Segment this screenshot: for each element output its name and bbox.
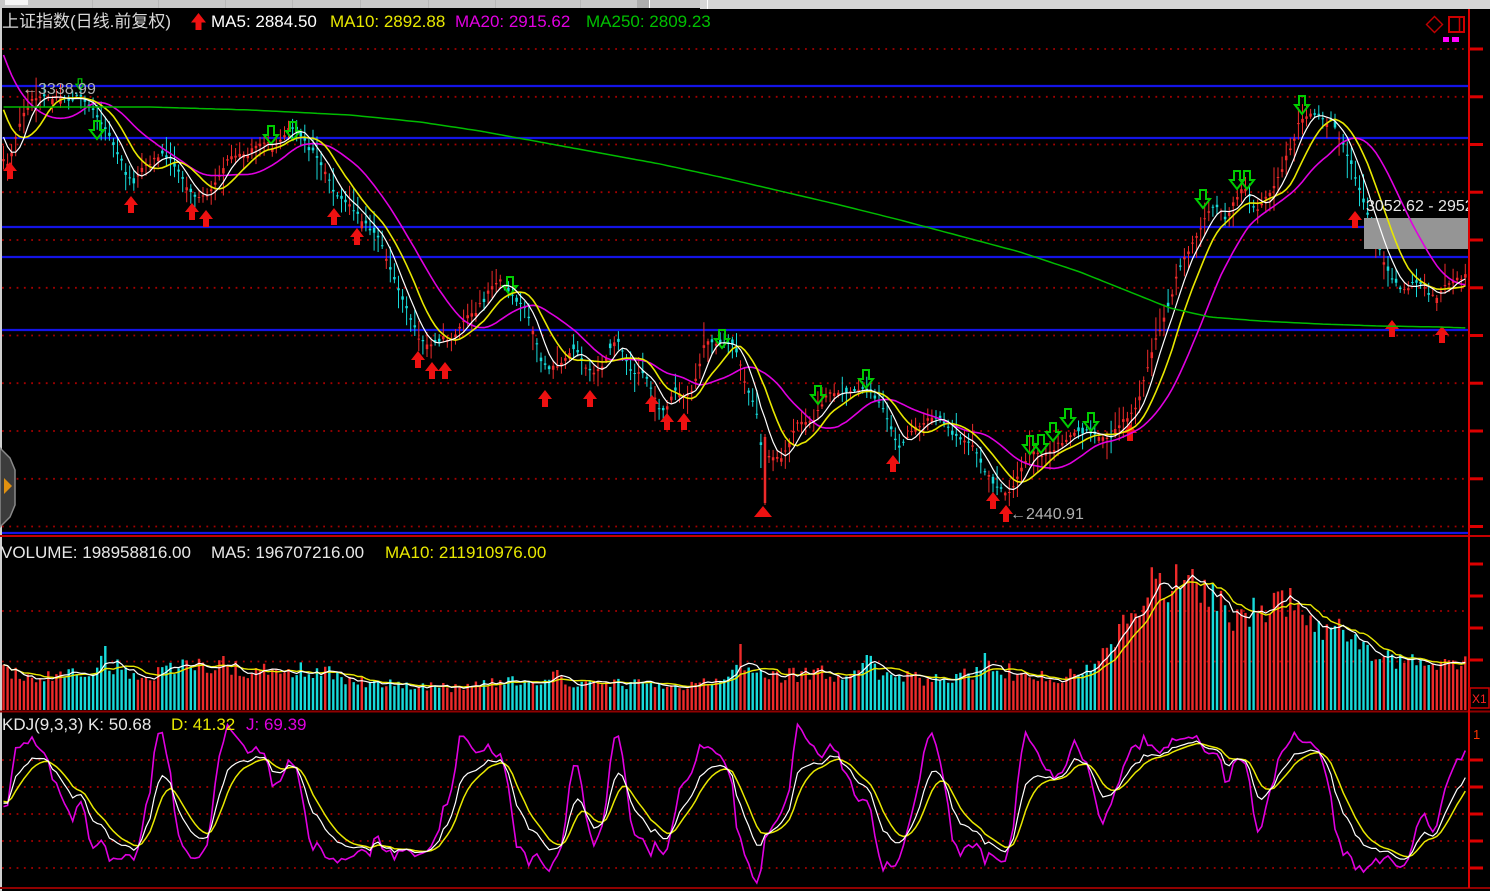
svg-text:D: 41.32: D: 41.32 (171, 715, 235, 734)
svg-text:MA10: 211910976.00: MA10: 211910976.00 (385, 543, 546, 562)
svg-text:1: 1 (1473, 727, 1480, 742)
svg-text:←3338.99: ←3338.99 (22, 81, 96, 98)
svg-text:MA10: 2892.88: MA10: 2892.88 (330, 12, 445, 31)
svg-text:J: 69.39: J: 69.39 (246, 715, 307, 734)
svg-text:MA5: 2884.50: MA5: 2884.50 (211, 12, 317, 31)
svg-text:MA5: 196707216.00: MA5: 196707216.00 (211, 543, 364, 562)
svg-text:VOLUME: 198958816.00: VOLUME: 198958816.00 (1, 543, 191, 562)
svg-text:←2440.91: ←2440.91 (1010, 506, 1084, 523)
svg-text:X1: X1 (1472, 692, 1487, 706)
svg-text:MA250: 2809.23: MA250: 2809.23 (586, 12, 711, 31)
svg-text:3052.62 - 2952.01: 3052.62 - 2952.01 (1366, 198, 1490, 215)
svg-text:上证指数(日线.前复权): 上证指数(日线.前复权) (2, 12, 171, 31)
svg-text:MA20: 2915.62: MA20: 2915.62 (455, 12, 570, 31)
svg-text:KDJ(9,3,3) K: 50.68: KDJ(9,3,3) K: 50.68 (2, 715, 151, 734)
